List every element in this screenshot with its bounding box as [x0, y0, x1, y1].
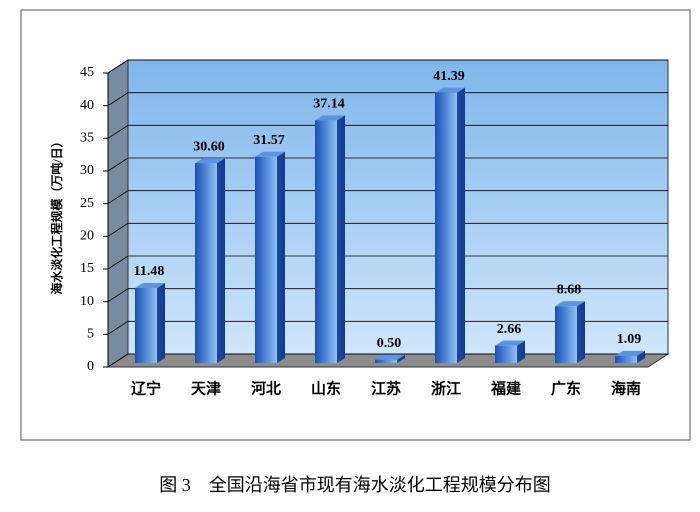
value-label: 41.39 [433, 69, 465, 84]
bar-top [375, 354, 405, 360]
x-tick-label: 山东 [311, 379, 341, 397]
grid-line [107, 288, 668, 303]
y-tick-label: 40 [80, 98, 94, 113]
grid-line [107, 255, 668, 270]
bar-top [495, 340, 525, 346]
y-tick-label: 0 [87, 359, 94, 374]
bar [435, 92, 457, 364]
x-tick-label: 天津 [191, 379, 221, 397]
x-tick-label: 浙江 [431, 379, 461, 397]
x-tick-label: 福建 [490, 379, 522, 397]
x-tick-label: 河北 [251, 379, 281, 397]
bar-top [615, 350, 645, 356]
bar-side [397, 354, 405, 363]
grid-line [107, 222, 668, 237]
value-label: 30.60 [193, 139, 225, 154]
grid-line [107, 190, 668, 205]
value-label: 37.14 [313, 97, 345, 112]
grid-line [107, 59, 668, 74]
frame [20, 9, 691, 441]
bar [555, 306, 577, 363]
grid-line [107, 157, 668, 172]
y-tick-label: 35 [80, 131, 94, 146]
y-tick-label: 15 [80, 261, 94, 276]
y-tick-label: 10 [80, 294, 94, 309]
y-tick-label: 45 [80, 65, 94, 80]
value-label: 8.68 [557, 283, 582, 298]
grid-line [107, 92, 668, 107]
bar [615, 355, 637, 363]
bar-top [555, 301, 585, 307]
bar-top [315, 115, 345, 121]
value-label: 11.48 [134, 264, 165, 279]
x-tick-label: 广东 [551, 379, 581, 397]
y-tick-label: 30 [80, 163, 94, 178]
bar-side [637, 350, 645, 363]
bar-top [195, 158, 225, 164]
grid-line [107, 353, 668, 368]
bar [495, 345, 517, 363]
caption: 图 3 全国沿海省市现有海水淡化工程规模分布图 [159, 475, 551, 495]
bar [375, 359, 397, 363]
bar-side [577, 301, 585, 363]
x-tick-label: 江苏 [371, 379, 401, 397]
bar-side [457, 87, 465, 364]
bar-top [135, 282, 165, 288]
grid-line [107, 124, 668, 139]
bar [195, 163, 217, 363]
value-label: 2.66 [497, 322, 522, 337]
x-tick-label: 辽宁 [131, 379, 161, 397]
value-label: 1.09 [617, 332, 642, 347]
bar-side [157, 282, 165, 363]
value-label: 0.50 [377, 336, 402, 351]
bar-top [255, 151, 285, 157]
bar [315, 120, 337, 364]
y-tick-label: 20 [80, 229, 94, 244]
bar-side [517, 340, 525, 363]
side-wall [107, 59, 129, 368]
bar-side [277, 151, 285, 363]
bar-side [217, 158, 225, 363]
x-tick-label: 海南 [611, 379, 641, 397]
y-axis-label: 海水淡化工程规模（万吨/日） [49, 135, 64, 294]
y-tick-label: 5 [87, 327, 94, 342]
bar-top [435, 87, 465, 93]
value-label: 31.57 [253, 133, 285, 148]
bar [135, 287, 157, 363]
grid-line [107, 320, 668, 335]
bar [255, 156, 277, 363]
bar-side [337, 115, 345, 364]
y-tick-label: 25 [80, 196, 94, 211]
